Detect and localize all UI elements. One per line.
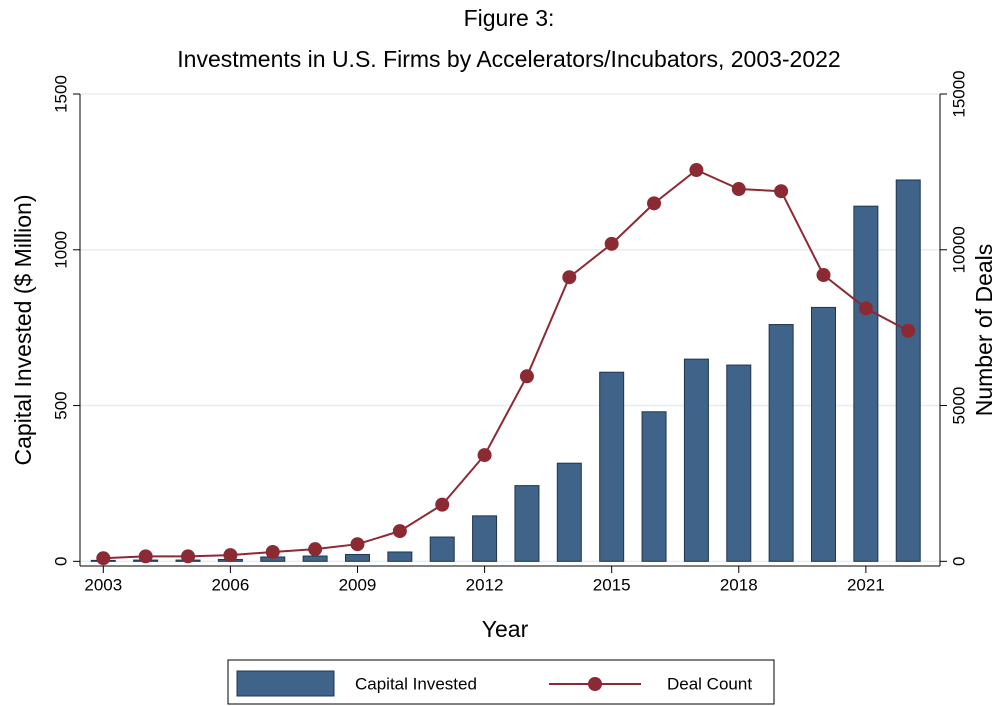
point xyxy=(350,537,365,552)
x-tick-label: 2003 xyxy=(84,575,122,594)
x-tick-label: 2021 xyxy=(847,575,885,594)
x-tick-label: 2018 xyxy=(720,575,758,594)
bar xyxy=(641,411,667,562)
chart-title: Figure 3: xyxy=(464,5,555,31)
bar xyxy=(895,179,921,562)
point xyxy=(392,524,407,539)
point xyxy=(774,184,789,199)
legend-label: Capital Invested xyxy=(355,674,477,693)
chart-subtitle: Investments in U.S. Firms by Accelerator… xyxy=(177,46,840,72)
bar xyxy=(853,205,879,562)
x-tick-label: 2009 xyxy=(339,575,377,594)
point xyxy=(223,548,238,563)
bar xyxy=(556,462,582,562)
point xyxy=(562,270,577,285)
point xyxy=(689,163,704,178)
point xyxy=(858,301,873,316)
y2-tick-label: 5000 xyxy=(949,387,968,425)
point xyxy=(519,369,534,384)
legend-label: Deal Count xyxy=(667,674,752,693)
bar xyxy=(726,364,752,562)
point xyxy=(604,236,619,251)
point xyxy=(435,497,450,512)
bar xyxy=(472,515,498,562)
point xyxy=(477,448,492,463)
point xyxy=(901,323,916,338)
point xyxy=(731,182,746,197)
y-axis-title: Capital Invested ($ Million) xyxy=(10,194,36,465)
y-tick-label: 0 xyxy=(51,557,70,566)
y2-tick-label: 10000 xyxy=(949,226,968,273)
point xyxy=(181,549,196,564)
point xyxy=(96,551,111,566)
y2-axis-title: Number of Deals xyxy=(971,244,997,417)
line xyxy=(103,168,909,560)
x-tick-label: 2015 xyxy=(593,575,631,594)
bar xyxy=(302,555,328,562)
x-tick-label: 2006 xyxy=(211,575,249,594)
legend-swatch xyxy=(236,670,335,697)
y2-tick-label: 15000 xyxy=(949,70,968,117)
x-tick-label: 2012 xyxy=(466,575,504,594)
point xyxy=(265,544,280,559)
bar xyxy=(768,324,794,562)
bar xyxy=(599,371,625,562)
point xyxy=(816,268,831,283)
bar xyxy=(429,536,455,562)
legend-swatch xyxy=(588,677,602,691)
bar xyxy=(683,358,709,562)
y2-tick-label: 0 xyxy=(949,557,968,566)
y-tick-label: 1500 xyxy=(51,75,70,113)
point xyxy=(647,196,662,211)
y-tick-label: 1000 xyxy=(51,231,70,269)
x-axis-title: Year xyxy=(482,616,529,642)
point xyxy=(138,549,153,564)
point xyxy=(308,542,323,557)
bar xyxy=(810,306,836,562)
bar xyxy=(514,485,540,562)
bar xyxy=(387,551,413,562)
bar xyxy=(344,553,370,562)
y-tick-label: 500 xyxy=(51,391,70,419)
